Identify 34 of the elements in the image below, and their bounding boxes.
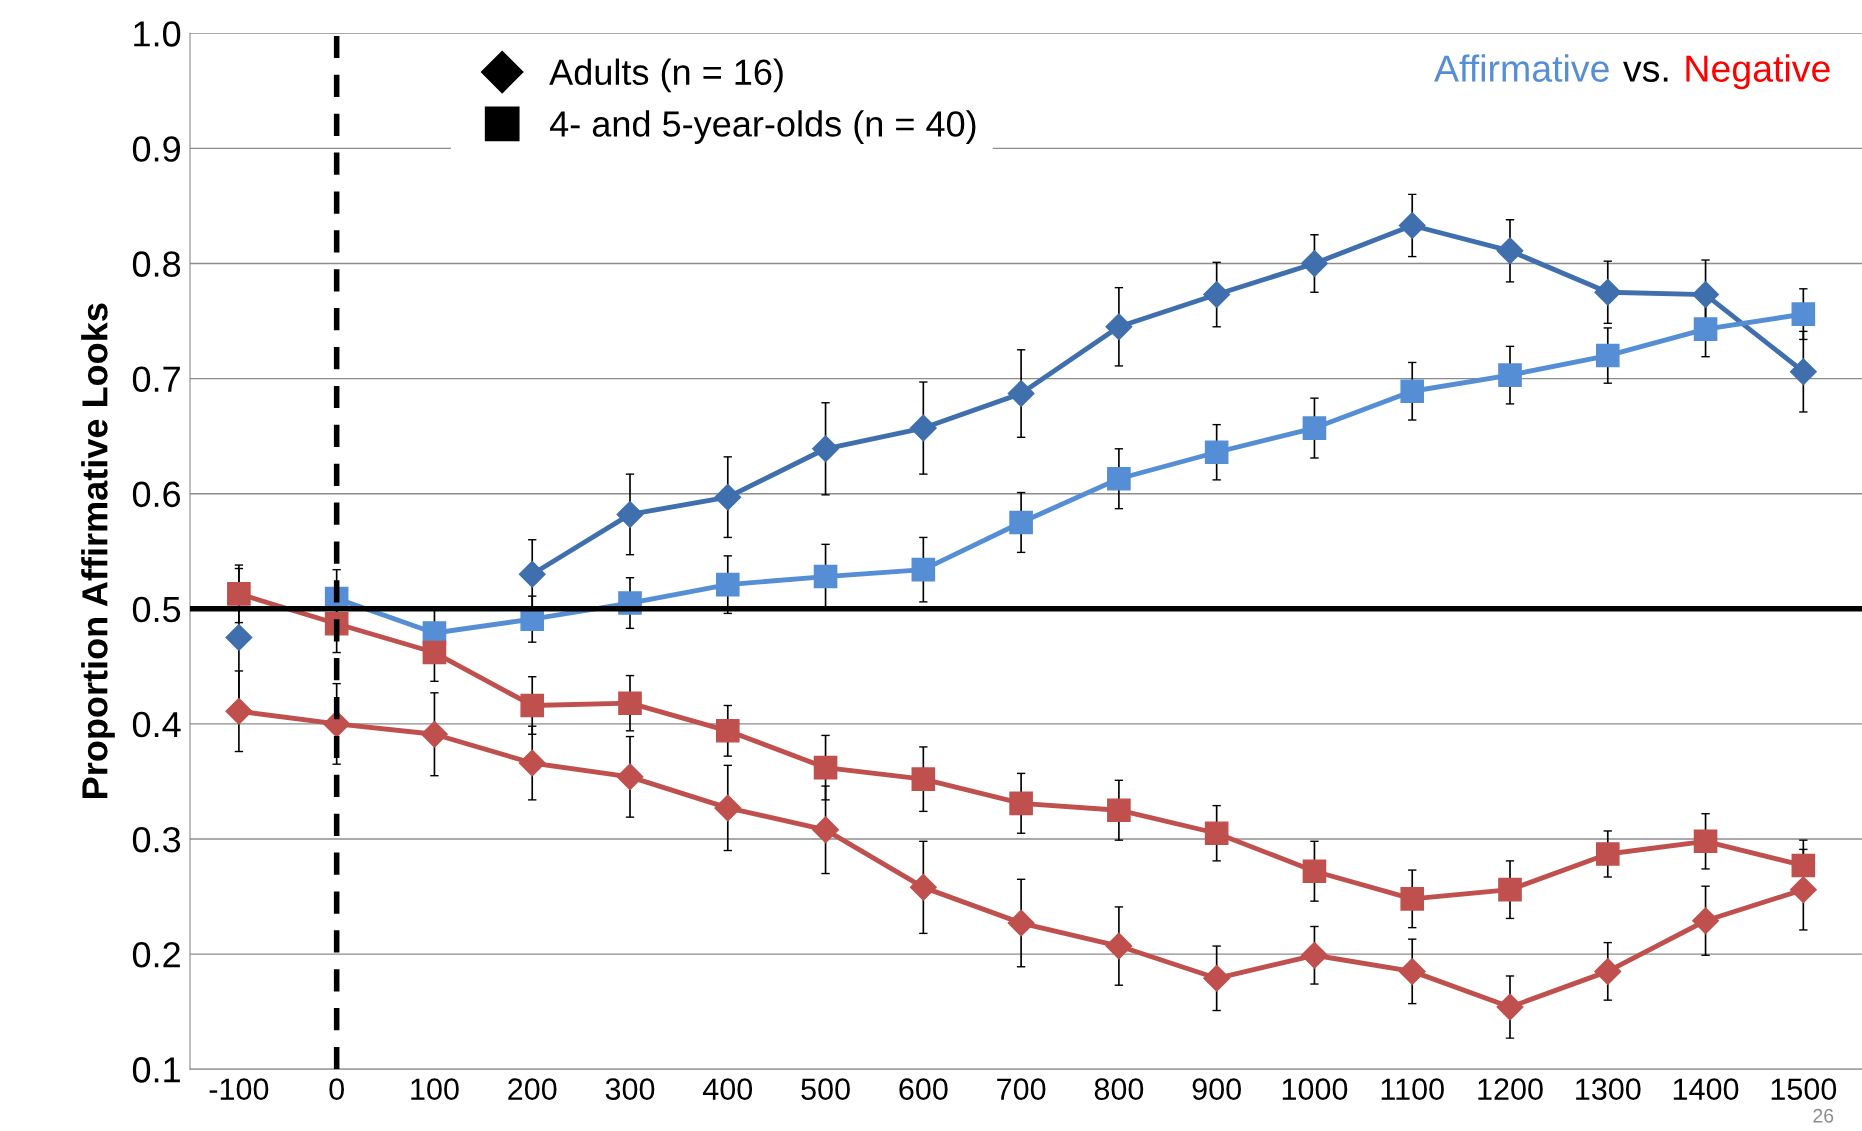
x-tick-label: 1300 bbox=[1576, 1078, 1641, 1100]
text: 26 bbox=[1813, 1108, 1834, 1123]
x-tick-label: 1400 bbox=[1673, 1078, 1739, 1100]
annotation: vs. bbox=[1623, 61, 1668, 82]
x-tick-label: 700 bbox=[997, 1078, 1046, 1100]
legend-label: Adults (n = 16) bbox=[549, 58, 783, 93]
x-tick-label: 200 bbox=[508, 1078, 557, 1100]
x-tick-label: 600 bbox=[899, 1078, 948, 1100]
y-tick-label: 0.9 bbox=[132, 136, 180, 162]
x-tick-label: 1000 bbox=[1282, 1078, 1348, 1100]
y-tick-label: 0.4 bbox=[132, 711, 181, 738]
legend-label: 4- and 5-year-olds (n = 40) bbox=[549, 110, 976, 144]
y-tick-label: 1.0 bbox=[134, 21, 181, 47]
y-tick-label: 0.3 bbox=[132, 826, 181, 853]
x-tick-label: 300 bbox=[605, 1078, 655, 1100]
y-tick-label: 0.7 bbox=[132, 366, 180, 393]
annotation: Affirmative bbox=[1434, 54, 1609, 82]
y-tick-label: 0.2 bbox=[132, 941, 180, 968]
x-tick-label: 800 bbox=[1094, 1078, 1144, 1100]
x-tick-label: -100 bbox=[209, 1078, 269, 1100]
y-tick-label: 0.1 bbox=[132, 1057, 180, 1083]
x-tick-label: 1100 bbox=[1381, 1078, 1444, 1100]
x-tick-label: 900 bbox=[1192, 1078, 1241, 1100]
annotation: Negative bbox=[1686, 54, 1830, 90]
x-tick-label: 500 bbox=[801, 1078, 850, 1100]
x-tick-label: 1500 bbox=[1771, 1078, 1837, 1100]
y-tick-label: 0.8 bbox=[132, 251, 181, 277]
y-tick-label: 0.5 bbox=[132, 596, 181, 623]
x-tick-label: 0 bbox=[329, 1078, 344, 1100]
x-tick-label: 1200 bbox=[1478, 1078, 1543, 1100]
y-axis-title: Proportion Affirmative Looks bbox=[81, 303, 115, 798]
x-tick-label: 100 bbox=[411, 1078, 459, 1100]
y-tick-label: 0.6 bbox=[132, 481, 181, 508]
x-tick-label: 400 bbox=[702, 1078, 753, 1100]
